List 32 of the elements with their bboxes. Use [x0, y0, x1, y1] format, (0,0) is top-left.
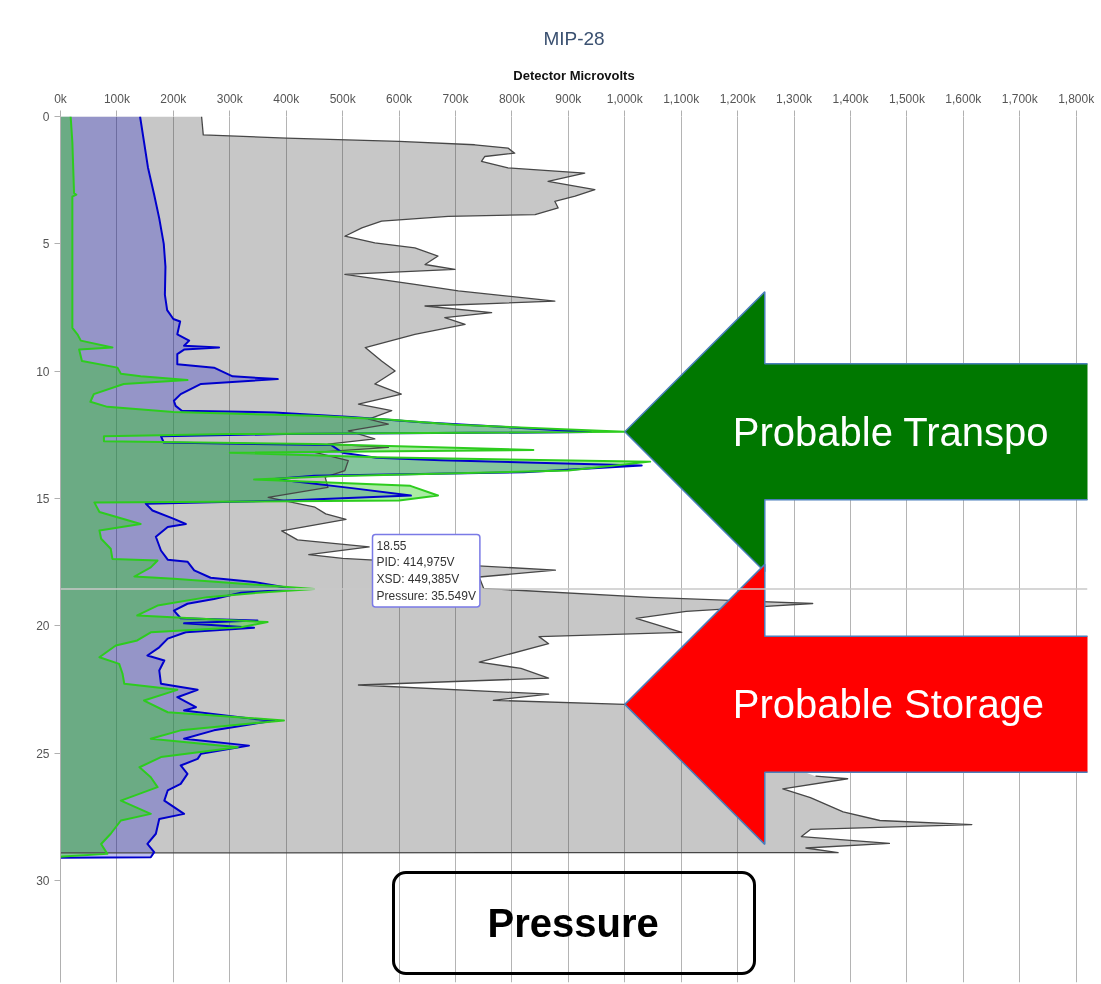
ref-line-label: 18.55 PID: 414,975V XSD: 449,385V Pressure: 35.549V — [376, 538, 476, 603]
y-tick-label: 25 — [36, 746, 50, 761]
y-tick-label: 0 — [42, 110, 50, 124]
x-tick-label: 200k — [160, 91, 188, 106]
x-tick-label: 900k — [555, 91, 583, 106]
x-tick-label: 1,300k — [776, 91, 814, 106]
x-tick-label: 300k — [216, 91, 244, 106]
x-tick-label: 1,800k — [1058, 91, 1096, 106]
x-tick-label: 0k — [54, 91, 68, 106]
x-tick-label: 1,000k — [606, 91, 644, 106]
x-tick-label: 800k — [498, 91, 526, 106]
x-tick-label: 600k — [386, 91, 414, 106]
y-tick-label: 15 — [36, 492, 50, 507]
x-tick-label: 1,500k — [888, 91, 926, 106]
x-tick-label: 500k — [329, 91, 357, 106]
x-tick-label: 1,200k — [719, 91, 757, 106]
x-tick-label: 1,400k — [832, 91, 870, 106]
x-tick-label: 1,100k — [663, 91, 701, 106]
chart-title: MIP-28 — [543, 27, 605, 49]
x-axis-title: Detector Microvolts — [513, 67, 635, 83]
series-label: Pressure — [487, 900, 660, 946]
y-tick-label: 30 — [36, 874, 50, 889]
y-tick-label: 10 — [36, 364, 50, 379]
annotation: Probable Transpo — [732, 409, 1049, 454]
x-tick-label: 400k — [273, 91, 301, 106]
x-tick-label: 1,600k — [945, 91, 983, 106]
x-tick-label: 700k — [442, 91, 470, 106]
x-tick-label: 1,700k — [1001, 91, 1039, 106]
annotation: Probable Storage — [732, 682, 1045, 727]
y-tick-label: 20 — [36, 619, 50, 634]
y-tick-label: 5 — [42, 237, 50, 252]
x-tick-label: 100k — [103, 91, 131, 106]
